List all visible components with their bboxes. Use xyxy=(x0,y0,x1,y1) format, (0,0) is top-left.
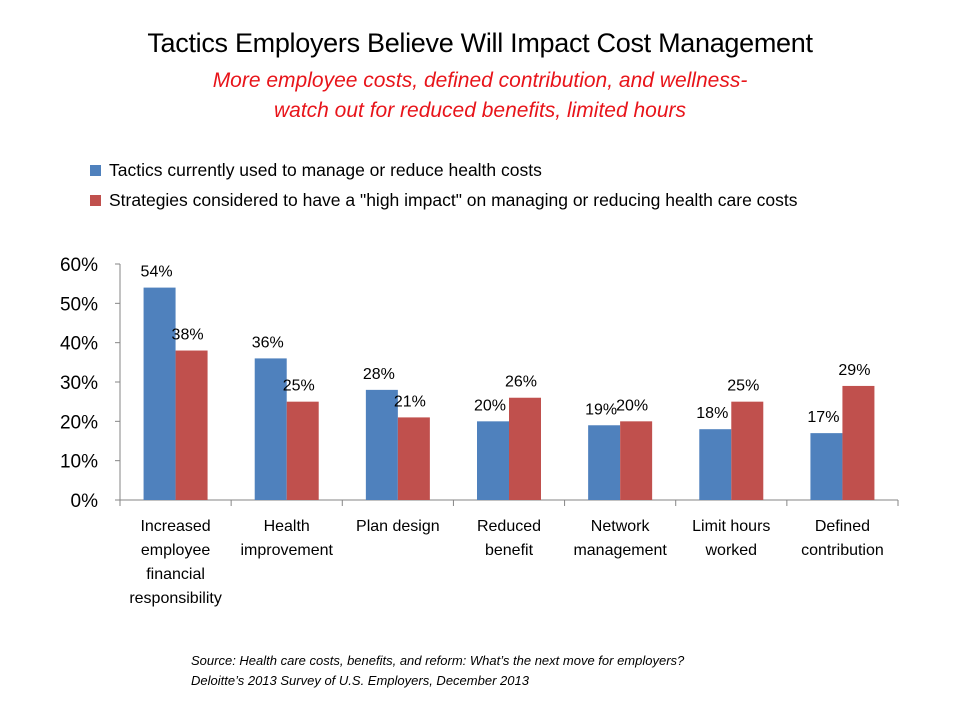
x-category-label: Defined xyxy=(815,518,870,535)
chart-legend: Tactics currently used to manage or redu… xyxy=(90,155,798,215)
data-label: 20% xyxy=(616,397,648,414)
bar-high-impact xyxy=(509,397,541,500)
legend-item-high-impact: Strategies considered to have a "high im… xyxy=(90,185,798,215)
x-category-label: employee xyxy=(141,542,210,559)
y-tick-label: 60% xyxy=(60,255,98,276)
x-category-label: management xyxy=(573,542,667,559)
legend-swatch-blue-icon xyxy=(90,164,101,176)
x-category-label: Plan design xyxy=(356,518,440,535)
data-label: 18% xyxy=(696,405,728,422)
data-label: 28% xyxy=(363,366,395,383)
bar-current xyxy=(254,358,287,500)
bar-high-impact xyxy=(620,421,653,500)
data-label: 25% xyxy=(727,378,759,395)
legend-item-current: Tactics currently used to manage or redu… xyxy=(90,155,798,185)
x-category-label: Increased xyxy=(140,518,210,535)
bar-high-impact xyxy=(397,417,430,500)
data-label: 20% xyxy=(474,397,506,414)
data-label: 54% xyxy=(141,264,173,281)
x-category-label: Network xyxy=(591,518,651,535)
source-line-1: Source: Health care costs, benefits, and… xyxy=(191,653,685,668)
bar-high-impact xyxy=(175,350,208,500)
subtitle-line-2: watch out for reduced benefits, limited … xyxy=(273,99,687,122)
bar-current xyxy=(810,433,843,500)
y-tick-label: 20% xyxy=(60,412,98,433)
bar-current xyxy=(365,389,398,500)
x-category-label: improvement xyxy=(240,542,333,559)
x-category-label: worked xyxy=(704,542,757,559)
x-category-label: financial xyxy=(146,566,205,583)
bar-high-impact xyxy=(731,401,764,500)
bar-high-impact xyxy=(842,385,875,500)
bar-current xyxy=(477,421,509,500)
slide-subtitle: More employee costs, defined contributio… xyxy=(0,66,960,126)
x-category-label: Limit hours xyxy=(692,518,770,535)
data-label: 17% xyxy=(807,409,839,426)
x-category-label: contribution xyxy=(801,542,884,559)
subtitle-line-1: More employee costs, defined contributio… xyxy=(212,69,748,92)
bar-high-impact xyxy=(286,401,319,500)
x-category-label: Health xyxy=(264,518,310,535)
bar-current xyxy=(588,425,621,500)
bar-current xyxy=(143,287,176,500)
bar-current xyxy=(699,429,732,500)
slide-title: Tactics Employers Believe Will Impact Co… xyxy=(147,28,813,58)
y-tick-label: 50% xyxy=(60,294,98,315)
source-line-2: Deloitte’s 2013 Survey of U.S. Employers… xyxy=(191,673,529,688)
legend-swatch-red-icon xyxy=(90,194,101,206)
data-label: 21% xyxy=(394,393,426,410)
x-category-label: responsibility xyxy=(129,590,221,607)
y-tick-label: 10% xyxy=(60,452,98,473)
source-note: Source: Health care costs, benefits, and… xyxy=(191,651,684,691)
y-tick-label: 40% xyxy=(60,334,98,355)
data-label: 38% xyxy=(172,327,204,344)
y-tick-label: 0% xyxy=(71,491,99,512)
y-tick-label: 30% xyxy=(60,373,98,394)
data-label: 19% xyxy=(585,401,617,418)
legend-label-high-impact: Strategies considered to have a "high im… xyxy=(109,189,798,210)
data-label: 25% xyxy=(283,378,315,395)
x-category-label: benefit xyxy=(485,542,534,559)
data-label: 36% xyxy=(252,334,284,351)
legend-label-current: Tactics currently used to manage or redu… xyxy=(109,159,542,180)
data-label: 26% xyxy=(505,374,537,391)
x-category-label: Reduced xyxy=(477,518,541,535)
data-label: 29% xyxy=(838,362,870,379)
